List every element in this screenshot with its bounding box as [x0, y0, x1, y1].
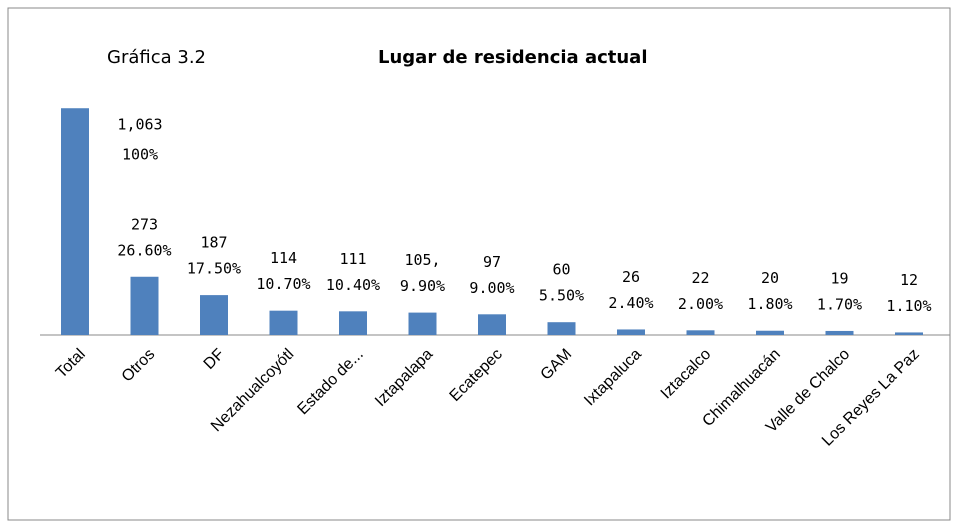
data-label: 187	[200, 234, 227, 252]
percent-label: 1.10%	[886, 297, 931, 315]
percent-label: 17.50%	[187, 260, 241, 278]
bar	[617, 329, 645, 335]
bar	[478, 314, 506, 335]
bar	[825, 330, 854, 335]
data-label: 105,	[404, 251, 440, 269]
data-label: 26	[622, 268, 640, 286]
chart-subtitle: Gráfica 3.2	[107, 47, 206, 68]
data-label: 19	[830, 269, 848, 287]
chart-frame	[7, 7, 951, 521]
data-label: 97	[483, 253, 501, 271]
bar	[130, 276, 159, 335]
data-label: 273	[131, 215, 158, 233]
bar	[61, 108, 89, 335]
bar	[547, 322, 576, 335]
data-label: 20	[761, 269, 779, 287]
bar	[200, 295, 228, 335]
percent-label: 1.70%	[817, 295, 862, 313]
bar	[269, 310, 298, 335]
bar	[339, 311, 367, 335]
percent-label: 2.40%	[608, 294, 653, 312]
percent-label: 100%	[122, 146, 158, 164]
data-label: 114	[270, 249, 297, 267]
data-label: 60	[552, 261, 570, 279]
percent-label: 26.60%	[117, 241, 171, 259]
percent-label: 9.00%	[469, 279, 514, 297]
percent-label: 9.90%	[400, 277, 445, 295]
percent-label: 2.00%	[678, 295, 723, 313]
data-label: 1,063	[117, 116, 162, 134]
percent-label: 10.40%	[326, 276, 380, 294]
data-label: 22	[691, 269, 709, 287]
data-label: 12	[900, 271, 918, 289]
bar	[686, 330, 715, 335]
percent-label: 5.50%	[539, 287, 584, 305]
bar	[408, 312, 437, 335]
data-label: 111	[339, 250, 366, 268]
bar	[895, 332, 923, 335]
chart-title: Lugar de residencia actual	[378, 47, 648, 68]
bar	[756, 330, 784, 335]
percent-label: 1.80%	[747, 295, 792, 313]
percent-label: 10.70%	[256, 275, 310, 293]
